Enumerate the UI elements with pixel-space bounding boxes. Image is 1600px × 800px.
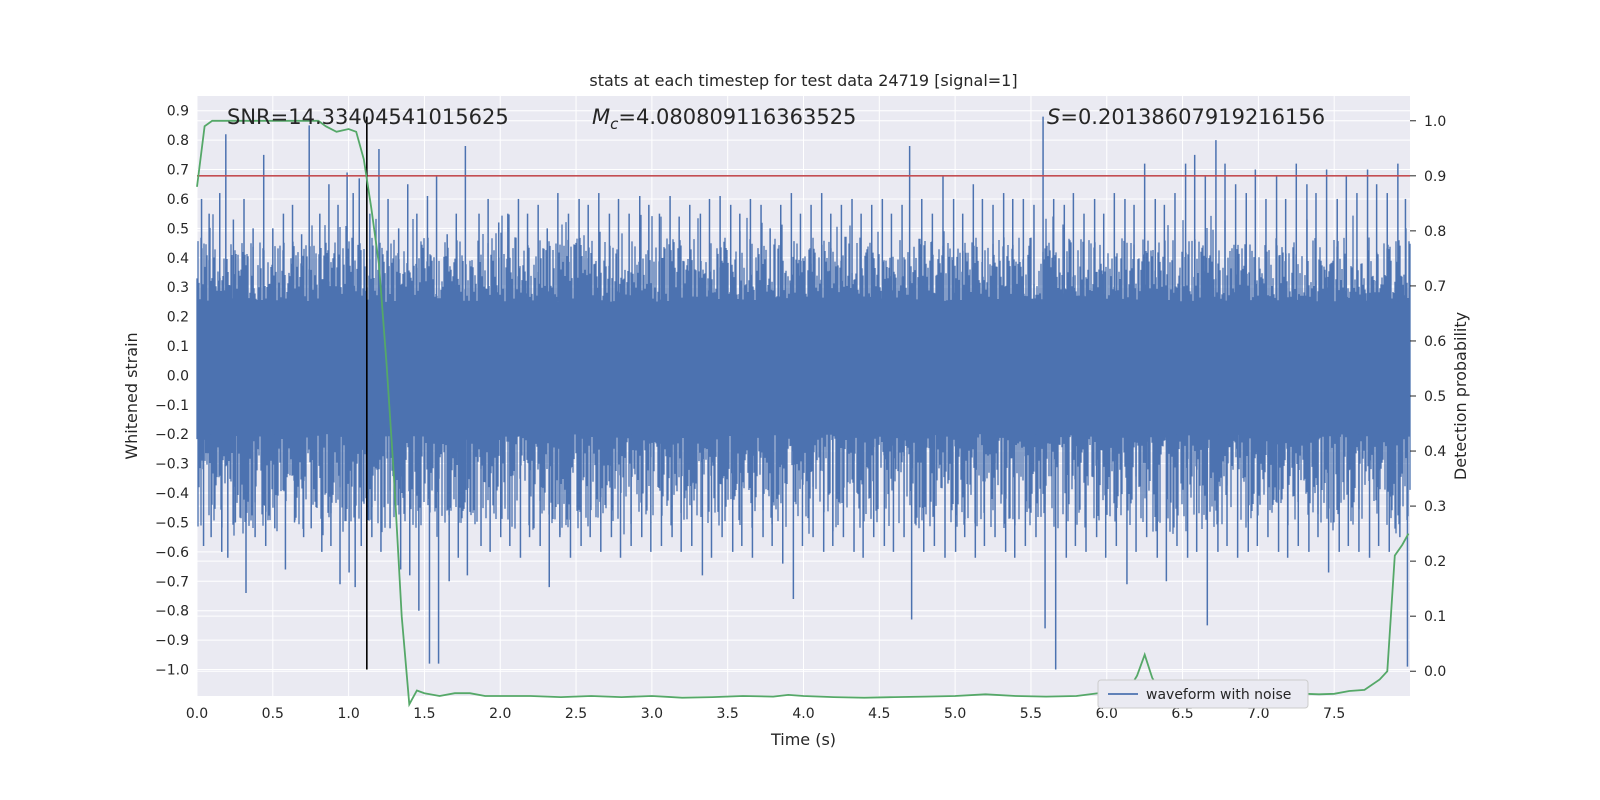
x-axis-label: Time (s)	[770, 730, 836, 749]
waveform-body	[196, 214, 1411, 537]
y2-tick-label: 0.8	[1424, 224, 1446, 240]
y2-tick-label: 0.6	[1424, 334, 1446, 350]
x-tick-label: 6.0	[1096, 706, 1118, 722]
s-annotation: S=0.20138607919216156	[1047, 105, 1325, 129]
y-tick-label: −0.7	[155, 574, 189, 590]
x-tick-label: 5.5	[1020, 706, 1042, 722]
legend-label: waveform with noise	[1146, 687, 1291, 703]
x-axis-ticks: 0.0 0.5 1.0 1.5 2.0 2.5 3.0 3.5 4.0 4.5 5.0 5.5 6.0 6…	[186, 706, 1345, 722]
x-tick-label: 3.0	[641, 706, 663, 722]
y-tick-label: −0.6	[155, 545, 189, 561]
x-tick-label: 7.0	[1247, 706, 1269, 722]
y2-axis-label: Detection probability	[1451, 312, 1470, 480]
x-tick-label: 0.5	[262, 706, 284, 722]
x-tick-label: 2.0	[489, 706, 511, 722]
y-tick-label: 0.0	[167, 368, 189, 384]
mc-symbol: M	[592, 105, 610, 129]
y2-axis-ticks: 1.0 0.9 0.8 0.7 0.6 0.5 0.4 0.3 0.2 0.1 0.0	[1410, 114, 1446, 680]
mc-subscript: c	[610, 115, 619, 133]
y-tick-label: −0.2	[155, 427, 189, 443]
mc-annotation: Mc=4.080809116363525	[592, 105, 856, 133]
y-tick-label: −0.4	[155, 486, 189, 502]
y-tick-label: 0.9	[167, 104, 189, 120]
x-tick-label: 1.0	[337, 706, 359, 722]
legend: waveform with noise	[1097, 679, 1309, 709]
x-tick-label: 4.0	[792, 706, 814, 722]
y-axis-ticks: 0.9 0.8 0.7 0.6 0.5 0.4 0.3 0.2 0.1 0.0 −0.1 −0.2 −0…	[155, 104, 189, 679]
legend-box	[1097, 679, 1309, 709]
y-tick-label: 0.5	[167, 221, 189, 237]
x-tick-label: 2.5	[565, 706, 587, 722]
chart-title: stats at each timestep for test data 247…	[589, 71, 1017, 90]
y2-tick-label: 1.0	[1424, 114, 1446, 130]
y-tick-label: −1.0	[155, 663, 189, 679]
x-tick-label: 3.5	[717, 706, 739, 722]
y-tick-label: 0.1	[167, 339, 189, 355]
y-tick-label: −0.8	[155, 604, 189, 620]
y-tick-label: −0.3	[155, 457, 189, 473]
x-tick-label: 7.5	[1323, 706, 1345, 722]
x-tick-label: 0.0	[186, 706, 208, 722]
s-symbol: S	[1047, 105, 1060, 129]
y-tick-label: −0.1	[155, 398, 189, 414]
y-tick-label: −0.5	[155, 515, 189, 531]
y2-tick-label: 0.7	[1424, 279, 1446, 295]
snr-annotation: SNR=14.33404541015625	[227, 105, 509, 129]
y2-tick-label: 0.1	[1424, 609, 1446, 625]
y-tick-label: 0.7	[167, 163, 189, 179]
x-tick-label: 1.5	[413, 706, 435, 722]
y-tick-label: 0.3	[167, 280, 189, 296]
y-tick-label: 0.4	[167, 251, 189, 267]
y-tick-label: 0.6	[167, 192, 189, 208]
y2-tick-label: 0.9	[1424, 169, 1446, 185]
y-tick-label: −0.9	[155, 633, 189, 649]
x-tick-label: 4.5	[868, 706, 890, 722]
x-tick-label: 6.5	[1171, 706, 1193, 722]
y-tick-label: 0.8	[167, 133, 189, 149]
x-tick-label: 5.0	[944, 706, 966, 722]
y2-tick-label: 0.3	[1424, 499, 1446, 515]
s-value: =0.20138607919216156	[1060, 105, 1325, 129]
y2-tick-label: 0.2	[1424, 554, 1446, 570]
mc-value: =4.080809116363525	[618, 105, 856, 129]
y-tick-label: 0.2	[167, 310, 189, 326]
y2-tick-label: 0.0	[1424, 664, 1446, 680]
waveform-series	[196, 116, 1411, 670]
y-axis-label: Whitened strain	[122, 332, 141, 459]
y2-tick-label: 0.4	[1424, 444, 1446, 460]
y2-tick-label: 0.5	[1424, 389, 1446, 405]
